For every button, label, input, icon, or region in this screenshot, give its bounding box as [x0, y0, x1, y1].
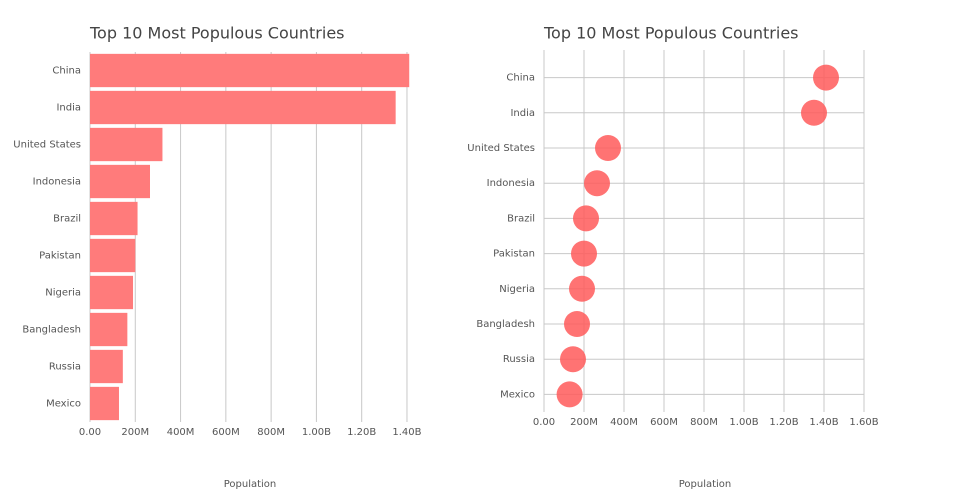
- dot: [813, 64, 839, 91]
- bar: [90, 90, 396, 125]
- y-tick-label: Indonesia: [487, 178, 535, 189]
- y-tick-label: Nigeria: [45, 288, 81, 299]
- x-axis-label: Population: [224, 479, 277, 490]
- x-tick-label: 400M: [610, 417, 638, 428]
- x-tick-label: 0.00: [79, 427, 101, 438]
- dot: [556, 381, 583, 408]
- bar: [90, 312, 128, 347]
- y-tick-label: China: [52, 66, 81, 77]
- dot: [569, 275, 595, 302]
- x-tick-label: 1.00B: [302, 427, 331, 438]
- x-tick-label: 1.40B: [809, 417, 838, 428]
- x-tick-label: 0.00: [533, 417, 555, 428]
- y-tick-label: India: [56, 103, 81, 114]
- chart-title: Top 10 Most Populous Countries: [543, 24, 799, 43]
- y-tick-label: Nigeria: [499, 284, 535, 295]
- x-tick-label: 600M: [212, 427, 240, 438]
- x-tick-label: 1.20B: [769, 417, 798, 428]
- y-tick-label: Brazil: [507, 213, 535, 224]
- y-tick-label: India: [510, 108, 535, 119]
- y-tick-label: Pakistan: [39, 251, 81, 262]
- dot: [571, 240, 597, 267]
- bar: [90, 53, 410, 88]
- dot: [564, 311, 590, 337]
- y-tick-label: Mexico: [500, 389, 535, 400]
- bar: [90, 238, 136, 273]
- y-tick-label: Russia: [49, 362, 81, 373]
- y-tick-label: Russia: [503, 354, 535, 365]
- x-tick-label: 200M: [121, 427, 149, 438]
- y-tick-label: Indonesia: [33, 177, 81, 188]
- y-tick-label: United States: [467, 143, 535, 154]
- x-tick-label: 1.20B: [347, 427, 376, 438]
- y-tick-label: Pakistan: [493, 249, 535, 260]
- x-tick-label: 200M: [570, 417, 598, 428]
- x-tick-label: 800M: [690, 417, 718, 428]
- x-tick-label: 400M: [167, 427, 195, 438]
- y-tick-label: United States: [13, 140, 81, 151]
- x-tick-label: 1.60B: [849, 417, 878, 428]
- bar: [90, 164, 150, 199]
- dot: [595, 135, 621, 161]
- x-axis-label: Population: [679, 479, 732, 490]
- bar: [90, 275, 134, 310]
- dot: [801, 99, 827, 126]
- x-tick-label: 800M: [257, 427, 285, 438]
- dot: [584, 170, 610, 197]
- bar: [90, 201, 138, 236]
- y-tick-label: Brazil: [53, 214, 81, 225]
- x-tick-label: 1.00B: [729, 417, 758, 428]
- bar: [90, 386, 119, 421]
- dot: [560, 346, 586, 373]
- y-tick-label: Mexico: [46, 399, 81, 410]
- y-tick-label: China: [506, 73, 535, 84]
- x-tick-label: 600M: [650, 417, 678, 428]
- bar: [90, 127, 163, 162]
- dot: [573, 205, 599, 232]
- y-tick-label: Bangladesh: [476, 319, 535, 330]
- y-tick-label: Bangladesh: [22, 325, 81, 336]
- x-tick-label: 1.40B: [392, 427, 421, 438]
- bar: [90, 349, 123, 384]
- chart-title: Top 10 Most Populous Countries: [89, 24, 345, 43]
